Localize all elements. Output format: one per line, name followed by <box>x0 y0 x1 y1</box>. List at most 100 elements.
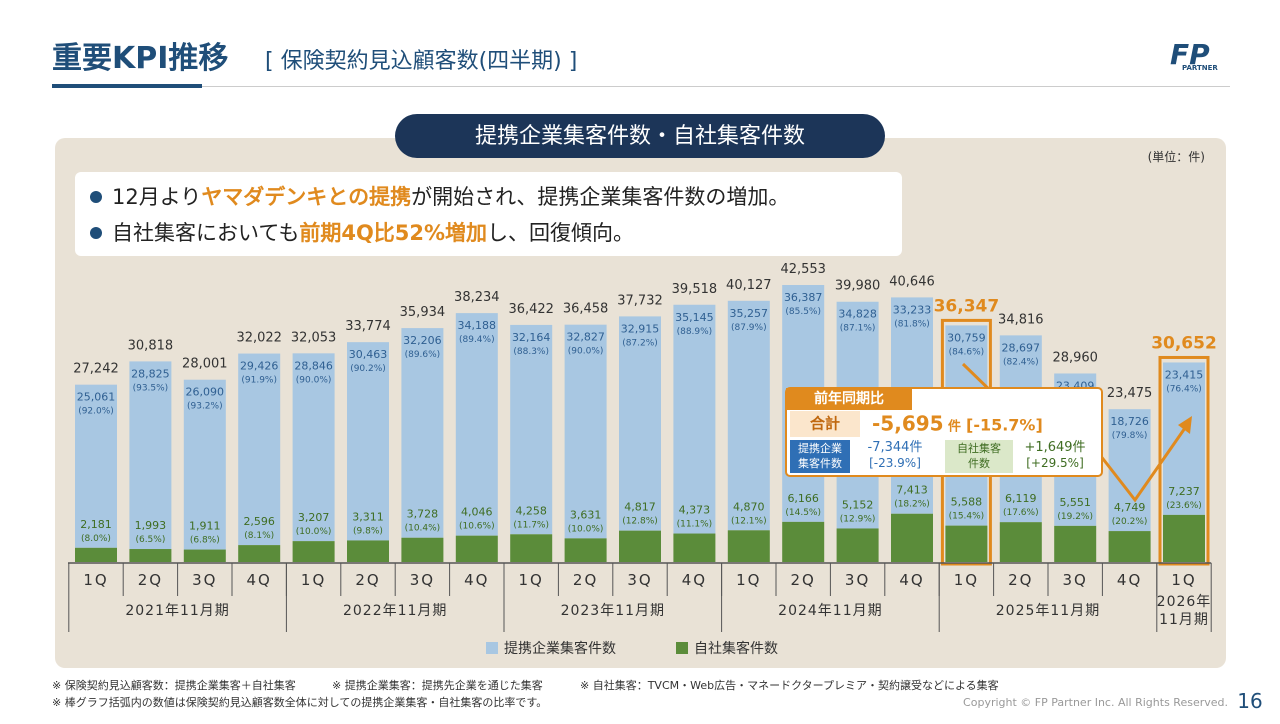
bar-partner <box>129 361 172 550</box>
bar-self <box>401 537 444 562</box>
callout-partner-label: 提携企業集客件数 <box>790 440 850 473</box>
total-label: 36,347 <box>934 296 1000 316</box>
callout-partner-value: -7,344件 <box>868 440 923 455</box>
bar-partner <box>1108 409 1151 532</box>
note-segment: 前期4Q比52%増加 <box>299 221 487 245</box>
partner-label: 28,825 <box>131 367 170 380</box>
partner-share: (91.9%) <box>241 376 277 386</box>
title-rule <box>52 84 202 88</box>
legend-swatch <box>486 642 498 654</box>
self-label: 3,207 <box>298 511 330 524</box>
unit: (単位：件) <box>1148 149 1205 164</box>
partner-label: 18,726 <box>1110 415 1149 428</box>
highlight-frame <box>1158 355 1210 566</box>
bar-self <box>129 549 172 562</box>
page-number: 16 <box>1237 689 1262 713</box>
total-label: 30,652 <box>1151 333 1217 353</box>
partner-label: 32,206 <box>403 334 442 347</box>
total-label: 27,242 <box>73 362 119 377</box>
total-label: 39,980 <box>835 279 881 294</box>
bar-partner <box>183 379 226 550</box>
partner-share: (93.5%) <box>133 383 169 393</box>
bar-partner <box>564 324 607 539</box>
self-share: (20.2%) <box>1112 517 1148 527</box>
x-tick-label: 2Q <box>1008 571 1033 589</box>
self-label: 4,046 <box>461 506 493 519</box>
self-share: (12.9%) <box>840 514 876 524</box>
partner-label: 33,233 <box>893 303 932 316</box>
partner-label: 23,415 <box>1165 368 1204 381</box>
total-label: 33,774 <box>345 319 391 334</box>
footnote: ※ 提携企業集客：提携先企業を通じた集客 <box>332 678 543 692</box>
callout-partner-rate: [-23.9%] <box>869 456 921 470</box>
total-label: 40,127 <box>726 278 772 293</box>
legend-label: 提携企業集客件数 <box>504 640 616 657</box>
period-label: 11月期 <box>1159 612 1209 628</box>
partner-share: (93.2%) <box>187 402 223 412</box>
bar-self <box>75 547 117 562</box>
self-share: (10.0%) <box>296 527 332 537</box>
self-label: 3,728 <box>407 508 439 521</box>
x-tick-label: 2Q <box>573 571 598 589</box>
bar-self <box>673 533 716 562</box>
x-tick-label: 1Q <box>519 571 544 589</box>
self-share: (10.0%) <box>568 524 604 534</box>
self-label: 4,373 <box>679 504 711 517</box>
partner-label: 32,827 <box>566 331 605 344</box>
self-share: (11.1%) <box>677 520 713 530</box>
bar-self <box>292 541 335 562</box>
bar-self <box>455 535 498 562</box>
x-tick-label: 4Q <box>247 571 272 589</box>
footnote: ※ 保険契約見込顧客数：提携企業集客＋自社集客 <box>52 678 296 692</box>
total-label: 30,818 <box>128 338 174 353</box>
x-tick-label: 2Q <box>138 571 163 589</box>
partner-label: 28,846 <box>294 359 333 372</box>
total-label: 37,732 <box>617 293 663 308</box>
period-label: 2025年11月期 <box>996 603 1100 619</box>
self-share: (19.2%) <box>1057 512 1093 522</box>
x-tick-label: 4Q <box>464 571 489 589</box>
partner-share: (79.8%) <box>1112 431 1148 441</box>
bar-self <box>1163 514 1205 562</box>
self-label: 7,413 <box>896 484 928 497</box>
partner-label: 34,828 <box>838 308 877 321</box>
partner-share: (92.0%) <box>78 407 114 417</box>
bar-partner <box>292 353 335 542</box>
self-share: (15.4%) <box>949 512 985 522</box>
total-label: 40,646 <box>889 274 935 289</box>
footnote: ※ 棒グラフ括弧内の数値は保険契約見込顧客数全体に対しての提携企業集客・自社集客… <box>52 695 547 709</box>
x-tick-label: 1Q <box>301 571 326 589</box>
partner-share: (85.5%) <box>785 307 821 317</box>
bar-partner <box>619 316 661 531</box>
bar-self <box>782 521 825 562</box>
self-label: 5,152 <box>842 498 874 511</box>
cell: 自社集客件数 <box>945 440 1013 473</box>
bar-partner <box>1163 362 1205 515</box>
bar-self <box>945 525 988 562</box>
self-label: 7,237 <box>1168 485 1200 498</box>
self-share: (17.6%) <box>1003 508 1039 518</box>
x-tick-label: 3Q <box>845 571 870 589</box>
self-share: (10.6%) <box>459 522 495 532</box>
partner-label: 36,387 <box>784 291 823 304</box>
self-label: 5,551 <box>1059 496 1091 509</box>
partner-label: 25,061 <box>77 391 116 404</box>
total-label: 42,553 <box>780 262 826 277</box>
arrow <box>1098 427 1187 503</box>
bar-self <box>1054 525 1097 562</box>
x-tick-label: 3Q <box>627 571 652 589</box>
x-tick-label: 1Q <box>1171 571 1196 589</box>
chart-title: 提携企業集客件数・自社集客件数 <box>475 124 805 149</box>
total-label: 36,422 <box>508 302 554 317</box>
chart-title-pill <box>395 114 885 158</box>
bar-partner <box>347 342 389 541</box>
bar-partner <box>238 353 281 546</box>
partner-label: 30,759 <box>947 331 986 344</box>
total-label: 28,001 <box>182 357 228 372</box>
partner-share: (90.2%) <box>350 364 386 374</box>
callout-self-value: +1,649件 <box>1024 440 1085 455</box>
self-share: (12.1%) <box>731 516 767 526</box>
callout-self-label: 自社集客件数 <box>945 440 1013 473</box>
